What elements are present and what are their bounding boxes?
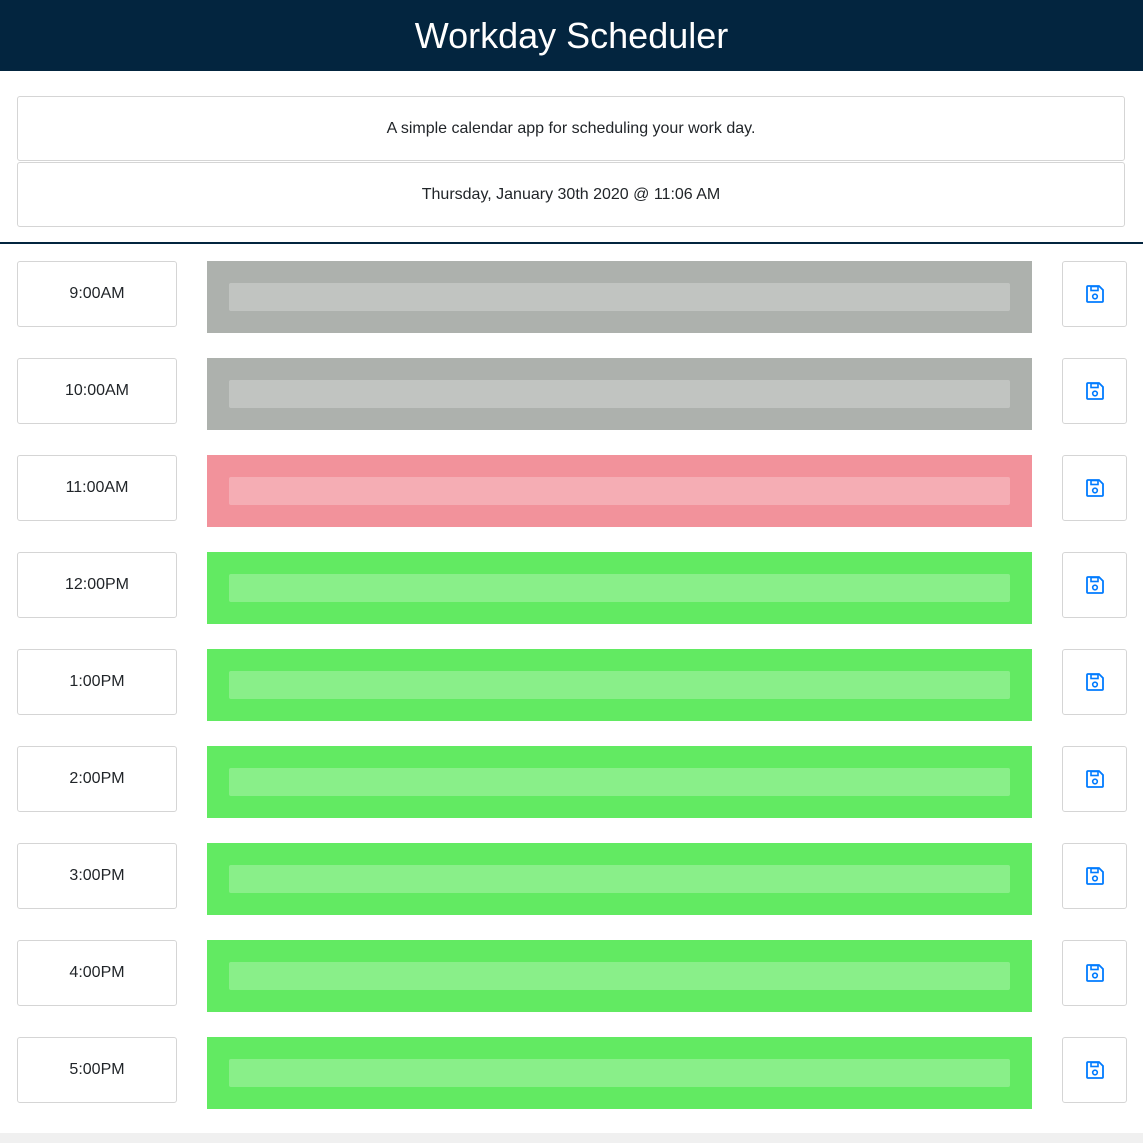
save-button[interactable]	[1062, 843, 1127, 909]
event-input[interactable]	[229, 962, 1010, 990]
hour-label: 4:00PM	[17, 940, 177, 1006]
hour-label: 5:00PM	[17, 1037, 177, 1103]
event-block	[207, 649, 1032, 721]
page-title: Workday Scheduler	[0, 0, 1143, 71]
event-input[interactable]	[229, 768, 1010, 796]
save-button[interactable]	[1062, 746, 1127, 812]
event-input[interactable]	[229, 1059, 1010, 1087]
event-input[interactable]	[229, 574, 1010, 602]
event-block	[207, 261, 1032, 333]
save-icon	[1085, 673, 1104, 691]
event-block	[207, 552, 1032, 624]
event-block	[207, 940, 1032, 1012]
save-icon	[1085, 867, 1104, 885]
save-icon	[1085, 479, 1104, 497]
hour-label: 9:00AM	[17, 261, 177, 327]
save-button[interactable]	[1062, 940, 1127, 1006]
description: A simple calendar app for scheduling you…	[17, 96, 1125, 161]
save-button[interactable]	[1062, 649, 1127, 715]
save-button[interactable]	[1062, 261, 1127, 327]
save-button[interactable]	[1062, 552, 1127, 618]
event-block	[207, 746, 1032, 818]
save-icon	[1085, 964, 1104, 982]
event-input[interactable]	[229, 865, 1010, 893]
save-button[interactable]	[1062, 1037, 1127, 1103]
event-block	[207, 455, 1032, 527]
save-icon	[1085, 285, 1104, 303]
event-block	[207, 1037, 1032, 1109]
save-button[interactable]	[1062, 455, 1127, 521]
hour-label: 3:00PM	[17, 843, 177, 909]
hour-label: 11:00AM	[17, 455, 177, 521]
hour-label: 10:00AM	[17, 358, 177, 424]
save-icon	[1085, 1061, 1104, 1079]
footer-strip	[0, 1133, 1143, 1143]
event-input[interactable]	[229, 671, 1010, 699]
save-icon	[1085, 770, 1104, 788]
event-block	[207, 843, 1032, 915]
hour-label: 2:00PM	[17, 746, 177, 812]
divider	[0, 242, 1143, 244]
save-button[interactable]	[1062, 358, 1127, 424]
hour-label: 1:00PM	[17, 649, 177, 715]
hour-label: 12:00PM	[17, 552, 177, 618]
current-date: Thursday, January 30th 2020 @ 11:06 AM	[17, 162, 1125, 227]
event-input[interactable]	[229, 283, 1010, 311]
event-input[interactable]	[229, 380, 1010, 408]
save-icon	[1085, 382, 1104, 400]
save-icon	[1085, 576, 1104, 594]
event-input[interactable]	[229, 477, 1010, 505]
event-block	[207, 358, 1032, 430]
